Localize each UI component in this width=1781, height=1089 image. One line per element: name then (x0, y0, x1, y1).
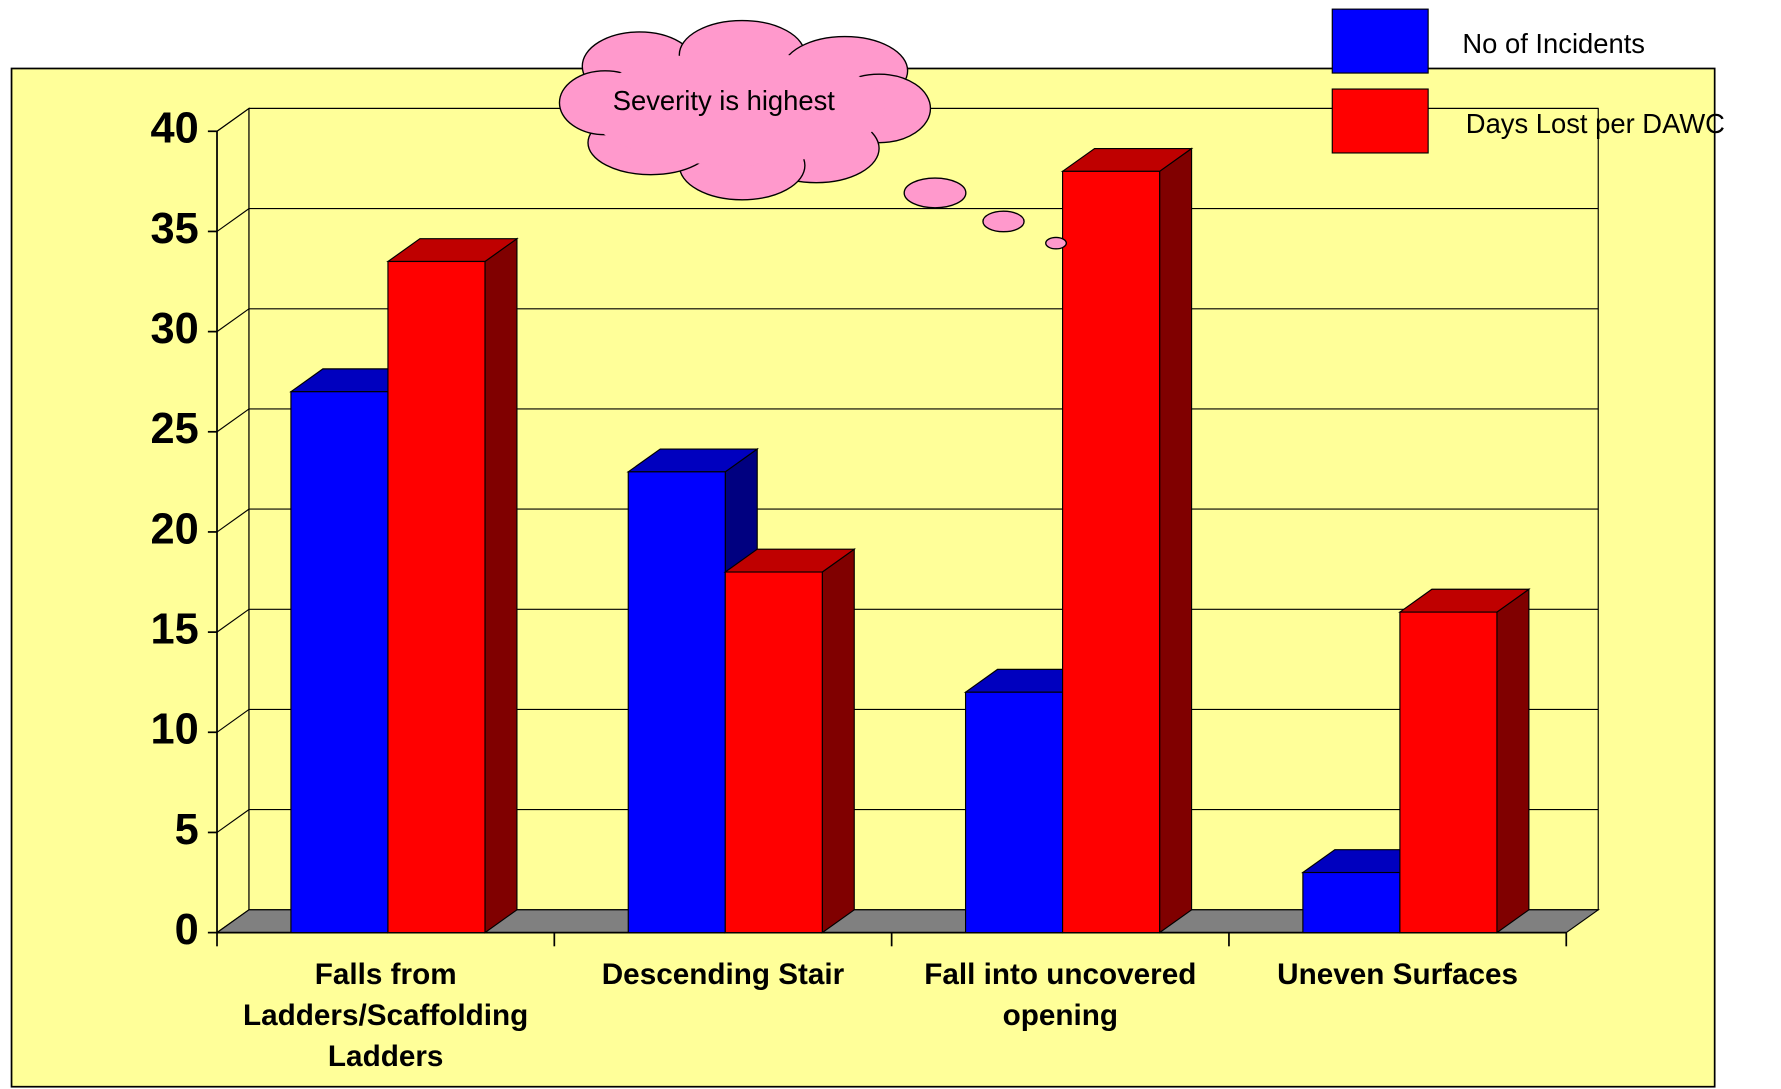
x-tick-label: Uneven Surfaces (1226, 953, 1568, 994)
y-tick-label: 20 (151, 505, 199, 553)
annotation: Severity is highest (613, 85, 836, 116)
x-tick-label: Falls from Ladders/Scaffolding Ladders (214, 953, 556, 1076)
y-tick-label: 25 (151, 405, 199, 453)
bar (1400, 612, 1497, 933)
chart: 0 5 10 15 20 25 30 35 40 Falls from Ladders/Scaff… (0, 0, 1781, 1089)
x-tick-label-box: Fall into uncovered opening (889, 953, 1231, 1089)
y-tick-label: 30 (151, 305, 199, 353)
x-tick-label-box: Uneven Surfaces (1226, 953, 1568, 1089)
legend-swatch (1332, 89, 1428, 153)
legend-swatch (1332, 9, 1428, 73)
bar (966, 692, 1063, 932)
plot-background (12, 68, 1715, 1086)
x-tick-label-box: Descending Stair (552, 953, 894, 1089)
y-tick-label: 0 (175, 906, 199, 954)
bar (628, 472, 725, 933)
bar-side (1160, 149, 1192, 933)
y-tick-label: 5 (175, 806, 199, 854)
x-tick-label-box: Falls from Ladders/Scaffolding Ladders (214, 953, 556, 1089)
bar (1303, 873, 1400, 933)
bar-side (1497, 589, 1529, 932)
bar (725, 572, 822, 933)
y-tick-label: 40 (151, 105, 199, 153)
x-tick-label: Fall into uncovered opening (889, 953, 1231, 1035)
page: {"chart_data": {"type": "bar", "annotati… (0, 0, 1781, 1089)
y-tick-label: 35 (151, 205, 199, 253)
y-tick-label: 15 (151, 606, 199, 654)
bar-side (822, 549, 854, 932)
legend-label: No of Incidents (1462, 28, 1645, 59)
bar (1063, 171, 1160, 932)
bar-side (485, 239, 517, 933)
legend-label: Days Lost per DAWC (1466, 108, 1725, 139)
bar (291, 392, 388, 933)
bar (388, 261, 485, 932)
x-tick-label: Descending Stair (552, 953, 894, 994)
y-tick-label: 10 (151, 706, 199, 754)
